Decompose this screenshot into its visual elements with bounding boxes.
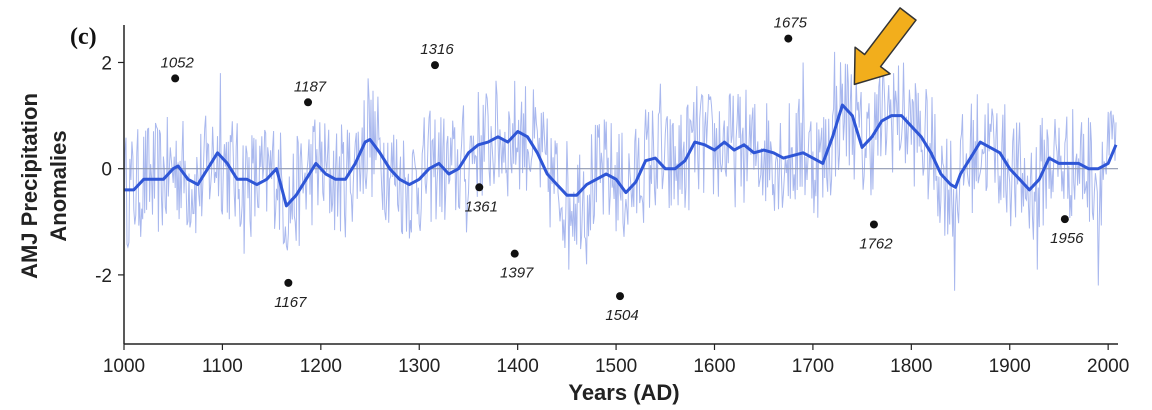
event-label-1956: 1956 [1050, 230, 1084, 247]
event-label-1762: 1762 [859, 235, 893, 252]
x-tick-label-1400: 1400 [497, 356, 539, 377]
event-marker-1052 [171, 74, 180, 83]
x-tick-label-1900: 1900 [989, 356, 1031, 377]
event-marker-1504 [616, 292, 625, 301]
event-marker-1361 [475, 183, 484, 192]
event-label-1361: 1361 [465, 198, 498, 215]
y-tick-label--2: -2 [95, 266, 112, 287]
panel-label: (c) [70, 24, 97, 50]
x-tick-label-1500: 1500 [595, 356, 637, 377]
event-label-1167: 1167 [274, 294, 307, 311]
y-tick-label-0: 0 [101, 160, 112, 181]
event-label-1397: 1397 [500, 265, 534, 282]
x-tick-label-1000: 1000 [103, 356, 145, 377]
plot-area: 1000 1100 1200 1300 1400 1500 1600 1700 1800 1900… [95, 7, 1129, 377]
y-tick-label-2: 2 [101, 53, 112, 74]
annual-series-line [123, 51, 1117, 291]
x-tick-label-1600: 1600 [693, 356, 735, 377]
event-marker-1956 [1060, 215, 1069, 224]
event-label-1316: 1316 [420, 41, 454, 58]
x-tick-label-1100: 1100 [202, 356, 243, 377]
event-label-1675: 1675 [774, 15, 808, 32]
event-marker-1316 [430, 61, 439, 70]
y-axis-title-line2: Anomalies [46, 130, 71, 241]
event-marker-1397 [510, 249, 519, 258]
event-label-1052: 1052 [160, 54, 194, 71]
x-tick-label-2000: 2000 [1087, 356, 1129, 377]
event-marker-1762 [869, 220, 878, 229]
y-axis-title-line1: AMJ Precipitation [17, 93, 42, 279]
event-marker-1187 [304, 98, 313, 107]
event-marker-1167 [284, 278, 293, 287]
x-tick-label-1300: 1300 [398, 356, 440, 377]
event-marker-1675 [784, 34, 793, 43]
x-tick-label-1800: 1800 [890, 356, 932, 377]
smoothed-series-line [124, 103, 1118, 208]
highlight-arrow [853, 7, 917, 86]
x-tick-label-1700: 1700 [792, 356, 834, 377]
event-label-1504: 1504 [605, 307, 638, 324]
x-tick-label-1200: 1200 [300, 356, 342, 377]
x-axis-title: Years (AD) [568, 380, 679, 405]
event-label-1187: 1187 [294, 78, 327, 95]
